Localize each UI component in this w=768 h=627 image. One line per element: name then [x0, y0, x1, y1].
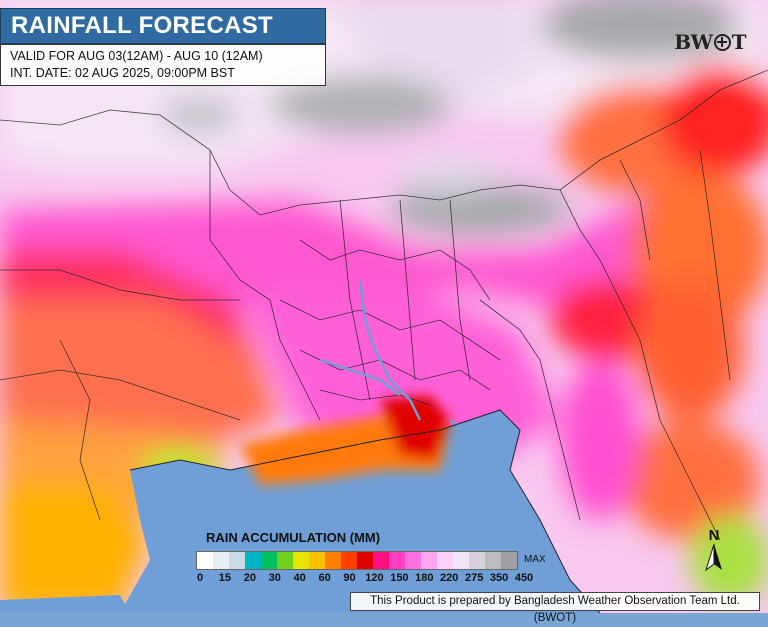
north-arrow-icon: N [705, 527, 722, 572]
legend-tick-label: 40 [293, 572, 306, 584]
legend-tick-label: 15 [218, 572, 232, 584]
logo-crosshair-icon [713, 34, 731, 51]
legend-swatch [469, 552, 485, 569]
legend-tick-label: 275 [464, 572, 484, 584]
bwot-logo: BW T [674, 30, 746, 54]
legend-swatch [261, 552, 277, 569]
legend-tick-label: 180 [415, 572, 434, 584]
legend-tick-label: 30 [268, 572, 281, 584]
legend-tick-label: 120 [365, 572, 384, 584]
legend-swatch [245, 552, 261, 569]
legend-tick-label: 150 [390, 572, 409, 584]
forecast-info-panel: VALID FOR AUG 03(12AM) - AUG 10 (12AM) I… [0, 44, 326, 86]
legend-swatch [341, 552, 357, 569]
legend-swatch [405, 552, 421, 569]
valid-period-text: VALID FOR AUG 03(12AM) - AUG 10 (12AM) [10, 49, 263, 63]
credit-footer: This Product is prepared by Bangladesh W… [350, 592, 760, 624]
legend-title: RAIN ACCUMULATION (MM) [206, 530, 381, 545]
legend-max-label: MAX [524, 554, 546, 565]
legend-tick-label: 20 [243, 572, 256, 584]
legend-tick-label: 220 [440, 572, 459, 584]
legend-swatch [453, 552, 469, 569]
legend-swatch [197, 552, 213, 569]
legend-color-bar [196, 551, 518, 570]
legend-tick-label: 350 [489, 572, 509, 584]
legend-tick-label: 0 [196, 572, 204, 584]
legend-swatch [373, 552, 389, 569]
legend-swatch [485, 552, 501, 569]
init-date-text: INT. DATE: 02 AUG 2025, 09:00PM BST [10, 66, 235, 80]
legend-tick-label: 90 [343, 572, 356, 584]
rainfall-map [0, 0, 768, 613]
legend-swatch [213, 552, 229, 569]
north-label: N [709, 527, 720, 544]
legend-swatch [229, 552, 245, 569]
legend-swatch [325, 552, 341, 569]
legend-ticks: 0 15 20 30 40 60 90 120 150 180 220 275 350 450 [192, 572, 534, 586]
legend-swatch [437, 552, 453, 569]
forecast-title: RAINFALL FORECAST [0, 8, 326, 44]
legend-swatch [501, 552, 517, 569]
legend-swatch [357, 552, 373, 569]
legend-swatch [309, 552, 325, 569]
legend-swatch [277, 552, 293, 569]
legend-swatch [293, 552, 309, 569]
legend-tick-label: 450 [514, 572, 534, 584]
legend-tick-label: 60 [318, 572, 331, 584]
legend-swatch [389, 552, 405, 569]
legend-swatch [421, 552, 437, 569]
